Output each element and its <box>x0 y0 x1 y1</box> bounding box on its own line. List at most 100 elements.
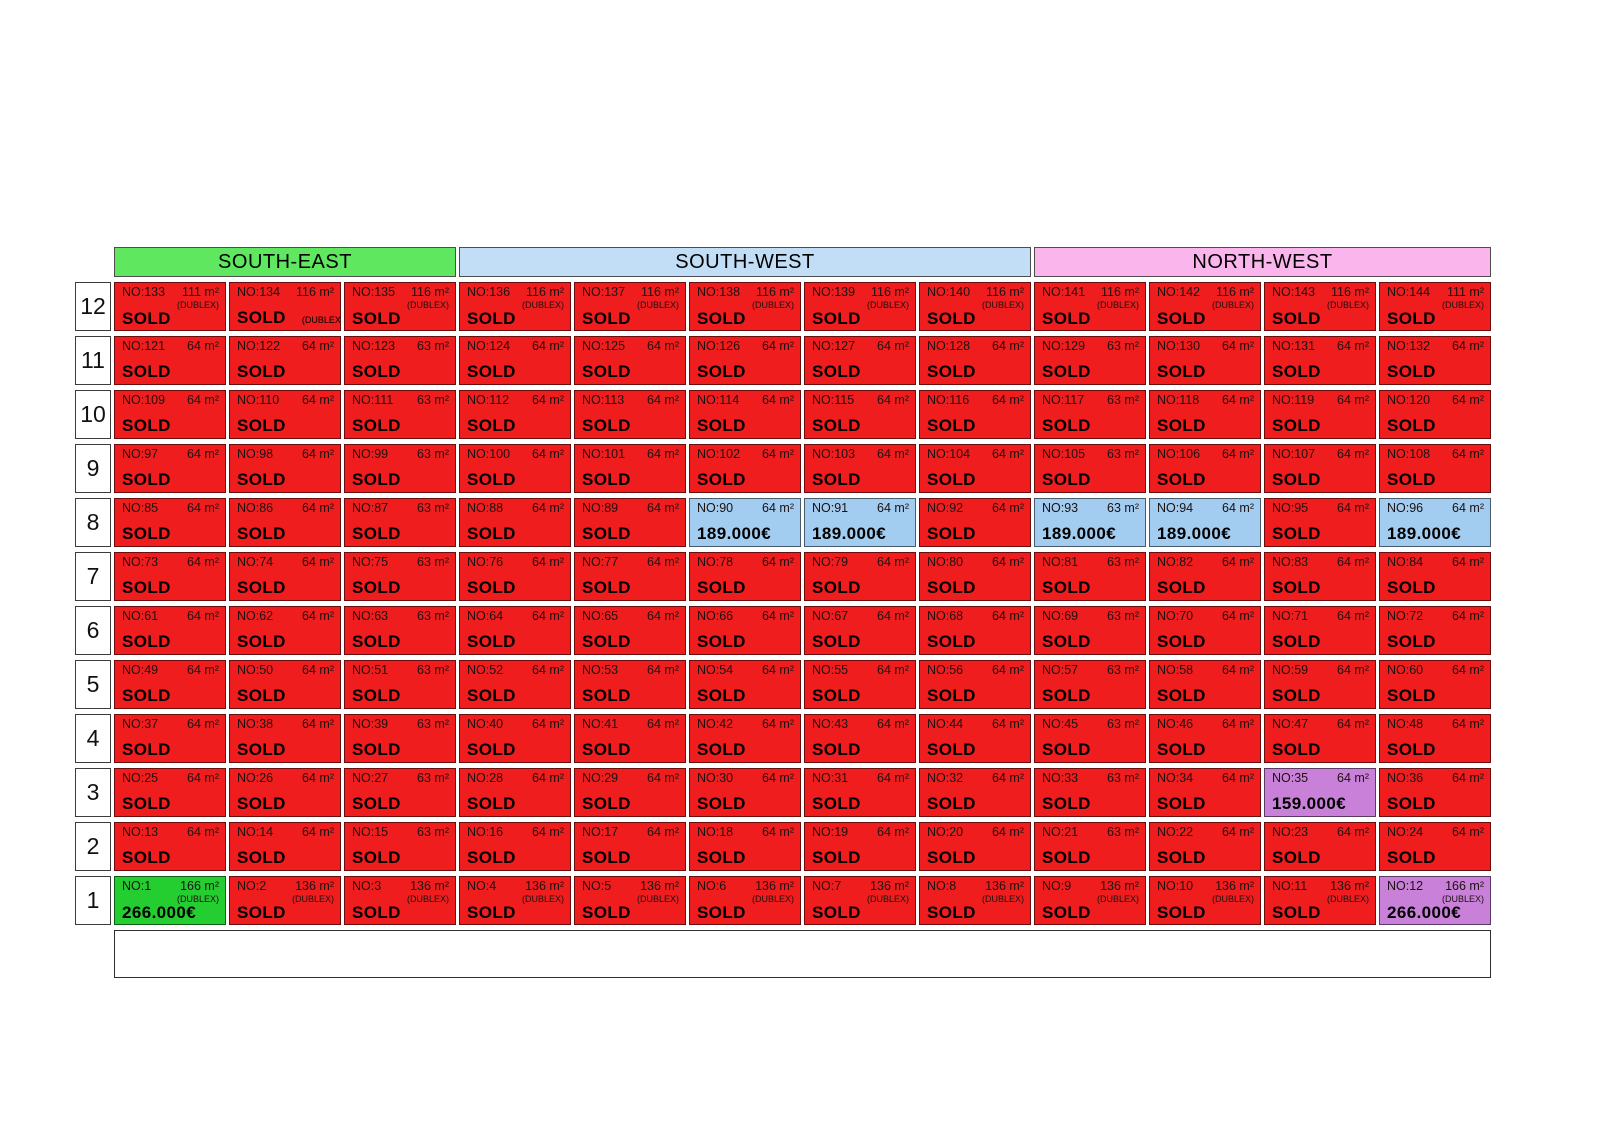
unit-status: SOLD <box>812 687 909 704</box>
unit-meta: 64 m² <box>762 609 794 624</box>
unit-meta: 64 m² <box>877 609 909 624</box>
unit-size: 64 m² <box>532 447 564 461</box>
unit-89: NO:89 64 m² SOLD <box>574 498 686 547</box>
unit-35[interactable]: NO:35 64 m² 159.000€ <box>1264 768 1376 817</box>
unit-status-text: SOLD <box>927 578 976 597</box>
unit-16: NO:16 64 m² SOLD <box>459 822 571 871</box>
unit-108: NO:108 64 m² SOLD <box>1379 444 1491 493</box>
unit-status-text: SOLD <box>1387 470 1436 489</box>
unit-size: 63 m² <box>417 609 449 623</box>
unit-meta: 63 m² <box>417 393 449 408</box>
unit-90[interactable]: NO:90 64 m² 189.000€ <box>689 498 801 547</box>
unit-status: SOLD <box>237 904 334 921</box>
unit-size: 64 m² <box>1452 609 1484 623</box>
floor-label-9: 9 <box>75 444 111 493</box>
unit-status-text: SOLD <box>812 470 861 489</box>
unit-status: SOLD <box>582 633 679 650</box>
unit-58: NO:58 64 m² SOLD <box>1149 660 1261 709</box>
unit-meta: 64 m² <box>187 771 219 786</box>
unit-size: 63 m² <box>417 501 449 515</box>
unit-header-line: NO:31 64 m² <box>812 771 909 786</box>
unit-status-text: SOLD <box>927 362 976 381</box>
unit-meta: 64 m² <box>1222 825 1254 840</box>
unit-126: NO:126 64 m² SOLD <box>689 336 801 385</box>
dublex-label: (DUBLEX) <box>751 299 794 310</box>
unit-131: NO:131 64 m² SOLD <box>1264 336 1376 385</box>
unit-size: 64 m² <box>1337 663 1369 677</box>
unit-status: SOLD <box>1157 633 1254 650</box>
unit-status-text: SOLD <box>697 470 746 489</box>
unit-size: 64 m² <box>877 339 909 353</box>
unit-number: NO:13 <box>122 825 159 839</box>
unit-number: NO:95 <box>1272 501 1309 515</box>
unit-93[interactable]: NO:93 63 m² 189.000€ <box>1034 498 1146 547</box>
unit-number: NO:72 <box>1387 609 1424 623</box>
unit-size: 64 m² <box>647 393 679 407</box>
unit-meta: 63 m² <box>417 609 449 624</box>
unit-number: NO:108 <box>1387 447 1431 461</box>
unit-meta: 64 m² <box>187 501 219 516</box>
unit-status-text: 266.000€ <box>122 902 197 922</box>
unit-34: NO:34 64 m² SOLD <box>1149 768 1261 817</box>
unit-header-line: NO:136 116 m² (DUBLEX) <box>467 285 564 310</box>
unit-status-text: SOLD <box>1042 740 1091 759</box>
unit-status-text: SOLD <box>237 794 286 813</box>
unit-number: NO:83 <box>1272 555 1309 569</box>
unit-status: SOLD <box>697 363 794 380</box>
unit-12[interactable]: NO:12 166 m² (DUBLEX) 266.000€ <box>1379 876 1491 925</box>
unit-status-text: 189.000€ <box>1387 524 1462 543</box>
unit-header-line: NO:30 64 m² <box>697 771 794 786</box>
unit-header-line: NO:142 116 m² (DUBLEX) <box>1157 285 1254 310</box>
unit-status-text: SOLD <box>1042 632 1091 651</box>
unit-66: NO:66 64 m² SOLD <box>689 606 801 655</box>
unit-meta: 64 m² <box>187 663 219 678</box>
unit-size: 116 m² <box>411 285 449 299</box>
unit-10: NO:10 136 m² (DUBLEX) SOLD <box>1149 876 1261 925</box>
unit-status: SOLD <box>352 471 449 488</box>
unit-96[interactable]: NO:96 64 m² 189.000€ <box>1379 498 1491 547</box>
unit-meta: 116 m² <box>296 285 334 300</box>
unit-1[interactable]: NO:1 166 m² (DUBLEX) 266.000€ <box>114 876 226 925</box>
unit-number: NO:126 <box>697 339 741 353</box>
unit-status-text: SOLD <box>1042 578 1091 597</box>
unit-size: 64 m² <box>302 663 334 677</box>
unit-header-line: NO:75 63 m² <box>352 555 449 570</box>
unit-number: NO:44 <box>927 717 964 731</box>
unit-header-line: NO:1 166 m² (DUBLEX) <box>122 879 219 904</box>
unit-meta: 63 m² <box>1107 771 1139 786</box>
unit-meta: 64 m² <box>1452 663 1484 678</box>
unit-header-line: NO:115 64 m² <box>812 393 909 408</box>
unit-header-line: NO:73 64 m² <box>122 555 219 570</box>
unit-meta: 64 m² <box>992 555 1024 570</box>
unit-header-line: NO:79 64 m² <box>812 555 909 570</box>
unit-number: NO:38 <box>237 717 274 731</box>
unit-4: NO:4 136 m² (DUBLEX) SOLD <box>459 876 571 925</box>
unit-meta: 64 m² <box>647 771 679 786</box>
unit-94[interactable]: NO:94 64 m² 189.000€ <box>1149 498 1261 547</box>
unit-meta: 64 m² <box>302 393 334 408</box>
unit-127: NO:127 64 m² SOLD <box>804 336 916 385</box>
unit-size: 64 m² <box>187 825 219 839</box>
unit-number: NO:131 <box>1272 339 1316 353</box>
unit-status: SOLD <box>697 417 794 434</box>
unit-31: NO:31 64 m² SOLD <box>804 768 916 817</box>
unit-134: NO:134 116 m² SOLD (DUBLEX) <box>229 282 341 331</box>
unit-status: SOLD <box>927 795 1024 812</box>
unit-78: NO:78 64 m² SOLD <box>689 552 801 601</box>
unit-header-line: NO:108 64 m² <box>1387 447 1484 462</box>
unit-status-text: SOLD <box>122 308 171 328</box>
unit-header-line: NO:52 64 m² <box>467 663 564 678</box>
unit-size: 136 m² <box>1330 879 1369 893</box>
unit-meta: 64 m² <box>877 447 909 462</box>
unit-header-line: NO:116 64 m² <box>927 393 1024 408</box>
unit-status-text: SOLD <box>467 524 516 543</box>
unit-status-text: SOLD <box>927 848 976 867</box>
unit-status: SOLD <box>697 687 794 704</box>
unit-77: NO:77 64 m² SOLD <box>574 552 686 601</box>
unit-meta: 64 m² <box>647 717 679 732</box>
unit-number: NO:14 <box>237 825 274 839</box>
unit-size: 64 m² <box>302 339 334 353</box>
unit-size: 63 m² <box>417 717 449 731</box>
unit-91[interactable]: NO:91 64 m² 189.000€ <box>804 498 916 547</box>
unit-36: NO:36 64 m² SOLD <box>1379 768 1491 817</box>
